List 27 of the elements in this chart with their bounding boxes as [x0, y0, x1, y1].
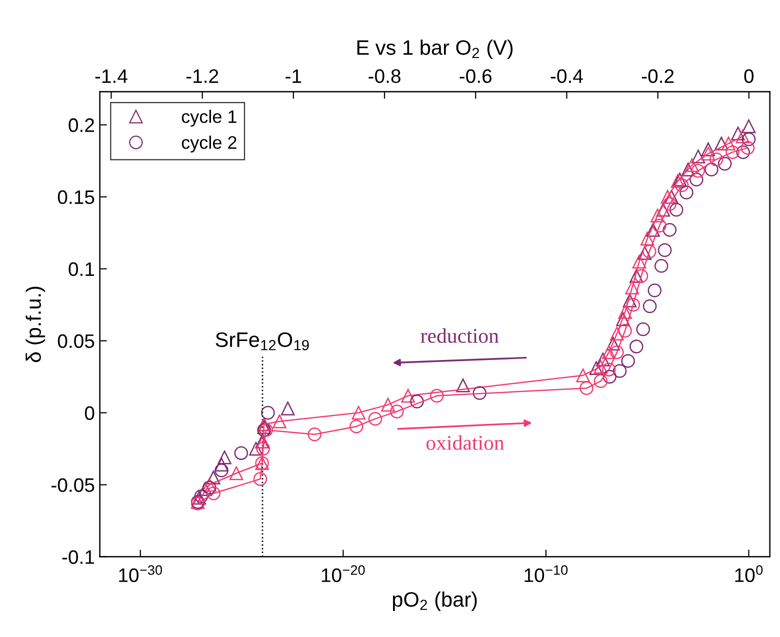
x2-axis-title: E vs 1 bar O$_{2}$ (V) — [357, 40, 513, 60]
y-tick-label: 0 — [84, 406, 94, 420]
y-tick-label: 0.1 — [68, 262, 94, 276]
x2-tick-label: -1 — [286, 69, 302, 83]
x2-tick-label: -0.8 — [368, 69, 400, 84]
x-axis-title: pO$_{2}$ (bar) — [392, 592, 477, 611]
x2-tick-label: -1.2 — [186, 69, 218, 83]
x2-tick-label: -1.4 — [95, 69, 128, 83]
x2-tick-label: 0 — [744, 69, 754, 84]
legend-label: cycle 1 — [182, 110, 236, 127]
x-tick-label: 10$^{−10}$ — [524, 565, 568, 582]
y-tick-label: 0.15 — [58, 190, 94, 204]
x-tick-label: 10$^{0}$ — [735, 565, 763, 582]
y-axis-title: δ (p.f.u.) — [26, 286, 46, 362]
x2-tick-label: -0.6 — [460, 69, 492, 84]
x2-tick-label: -0.2 — [642, 69, 674, 84]
y-tick-label: -0.1 — [62, 550, 94, 564]
y-tick-label: -0.05 — [52, 478, 94, 492]
x2-tick-label: -0.4 — [550, 69, 583, 84]
annotation: oxidation — [426, 435, 504, 450]
annotation: reduction — [420, 328, 499, 343]
ref-line-label: SrFe$_{12}$O$_{19}$ — [216, 332, 309, 350]
y-tick-label: 0.2 — [68, 118, 94, 132]
legend-label: cycle 2 — [182, 136, 236, 152]
y-tick-label: 0.05 — [58, 334, 94, 348]
x-tick-label: 10$^{−30}$ — [119, 565, 162, 582]
x-tick-label: 10$^{−20}$ — [322, 565, 365, 582]
